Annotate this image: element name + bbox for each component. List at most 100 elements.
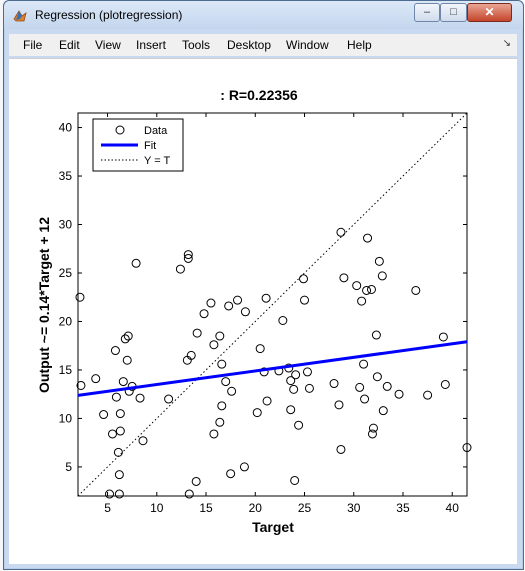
y-tick-label: 5 xyxy=(65,460,72,474)
data-point xyxy=(91,374,101,384)
data-point xyxy=(191,476,201,486)
data-point xyxy=(227,386,237,396)
data-point xyxy=(183,253,193,263)
data-point xyxy=(336,227,346,237)
x-tick-label: 5 xyxy=(104,501,111,515)
data-point xyxy=(192,328,202,338)
y-tick-label: 40 xyxy=(59,121,73,135)
data-point xyxy=(131,258,141,268)
data-point xyxy=(114,489,124,499)
data-point xyxy=(215,331,225,341)
menu-help[interactable]: Help xyxy=(347,38,372,52)
y-axis-label: Output ~= 0.14*Target + 12 xyxy=(36,217,52,393)
menu-window[interactable]: Window xyxy=(286,38,329,52)
data-point xyxy=(362,285,372,295)
regression-plot: : R=0.22356 5 10 15 20 25 30 35 40 5 10 15 20 25 30 35… xyxy=(36,87,472,535)
data-point xyxy=(123,331,133,341)
y-tick-label: 20 xyxy=(59,314,73,328)
data-point xyxy=(363,233,373,243)
data-point xyxy=(240,307,250,317)
x-tick-label: 25 xyxy=(298,501,312,515)
data-point xyxy=(289,384,299,394)
data-point xyxy=(302,367,312,377)
data-point xyxy=(438,332,448,342)
maximize-icon: □ xyxy=(450,6,457,18)
legend-fit-label: Fit xyxy=(144,140,156,152)
data-point xyxy=(255,344,265,354)
data-point xyxy=(377,271,387,281)
figure-canvas: : R=0.22356 5 10 15 20 25 30 35 40 5 10 15 20 25 30 35… xyxy=(9,58,517,564)
close-button[interactable]: ✕ xyxy=(467,3,512,22)
close-icon: ✕ xyxy=(484,5,495,19)
menu-view[interactable]: View xyxy=(95,38,121,52)
x-tick-label: 35 xyxy=(396,501,410,515)
menu-file[interactable]: File xyxy=(23,38,43,52)
data-point xyxy=(239,462,249,472)
data-point xyxy=(336,444,346,454)
menu-insert[interactable]: Insert xyxy=(136,38,167,52)
data-points xyxy=(75,227,472,499)
data-point xyxy=(357,296,367,306)
data-point xyxy=(183,250,193,260)
dock-arrow-icon[interactable]: ↘ xyxy=(502,38,511,49)
data-point xyxy=(138,436,148,446)
data-point xyxy=(209,429,219,439)
data-point xyxy=(164,394,174,404)
minimize-button[interactable]: – xyxy=(414,3,440,22)
data-point xyxy=(233,295,243,305)
data-point xyxy=(411,285,421,295)
menu-desktop[interactable]: Desktop xyxy=(227,38,272,52)
data-point xyxy=(261,293,271,303)
maximize-button[interactable]: □ xyxy=(440,3,467,22)
data-point xyxy=(135,393,145,403)
x-tick-label: 20 xyxy=(249,501,263,515)
data-point xyxy=(76,380,86,390)
data-point xyxy=(382,381,392,391)
data-point xyxy=(118,377,128,387)
data-point xyxy=(221,377,231,387)
data-point xyxy=(394,389,404,399)
data-point xyxy=(120,334,130,344)
y-tick-label: 25 xyxy=(59,266,73,280)
data-point xyxy=(186,350,196,360)
x-tick-label: 10 xyxy=(150,501,164,515)
figure-window: Regression (plotregression) – □ ✕ File E… xyxy=(3,0,524,570)
data-point xyxy=(110,346,120,356)
x-tick-label: 30 xyxy=(347,501,361,515)
data-point xyxy=(355,382,365,392)
data-point xyxy=(299,274,309,284)
menu-edit[interactable]: Edit xyxy=(59,38,80,52)
data-point xyxy=(352,281,362,291)
y-tick-label: 35 xyxy=(59,169,73,183)
chart-title: : R=0.22356 xyxy=(220,87,298,103)
data-point xyxy=(329,379,339,389)
data-point xyxy=(184,489,194,499)
data-point xyxy=(115,409,125,419)
data-point xyxy=(291,370,301,380)
data-point xyxy=(224,301,234,311)
data-point xyxy=(107,429,117,439)
data-point xyxy=(111,392,121,402)
data-point xyxy=(359,359,369,369)
menu-bar: File Edit View Insert Tools Desktop Wind… xyxy=(9,34,517,56)
data-point xyxy=(252,408,262,418)
matlab-logo-icon xyxy=(13,10,27,22)
data-point xyxy=(262,396,272,406)
data-point xyxy=(215,417,225,427)
data-point xyxy=(300,295,310,305)
y-tick-label: 15 xyxy=(59,363,73,377)
data-point xyxy=(209,340,219,350)
data-point xyxy=(290,475,300,485)
data-point xyxy=(378,406,388,416)
legend: Data Fit Y = T xyxy=(92,118,184,172)
data-point xyxy=(462,443,472,453)
data-point xyxy=(105,489,115,499)
title-bar[interactable]: Regression (plotregression) – □ ✕ xyxy=(4,1,523,29)
data-point xyxy=(122,355,132,365)
identity-line xyxy=(77,112,468,497)
menu-tools[interactable]: Tools xyxy=(182,38,211,52)
data-point xyxy=(334,400,344,410)
data-point xyxy=(75,292,85,302)
data-point xyxy=(175,264,185,274)
axis-ticks: 5 10 15 20 25 30 35 40 5 10 15 20 25 30 35 40 xyxy=(59,113,467,515)
